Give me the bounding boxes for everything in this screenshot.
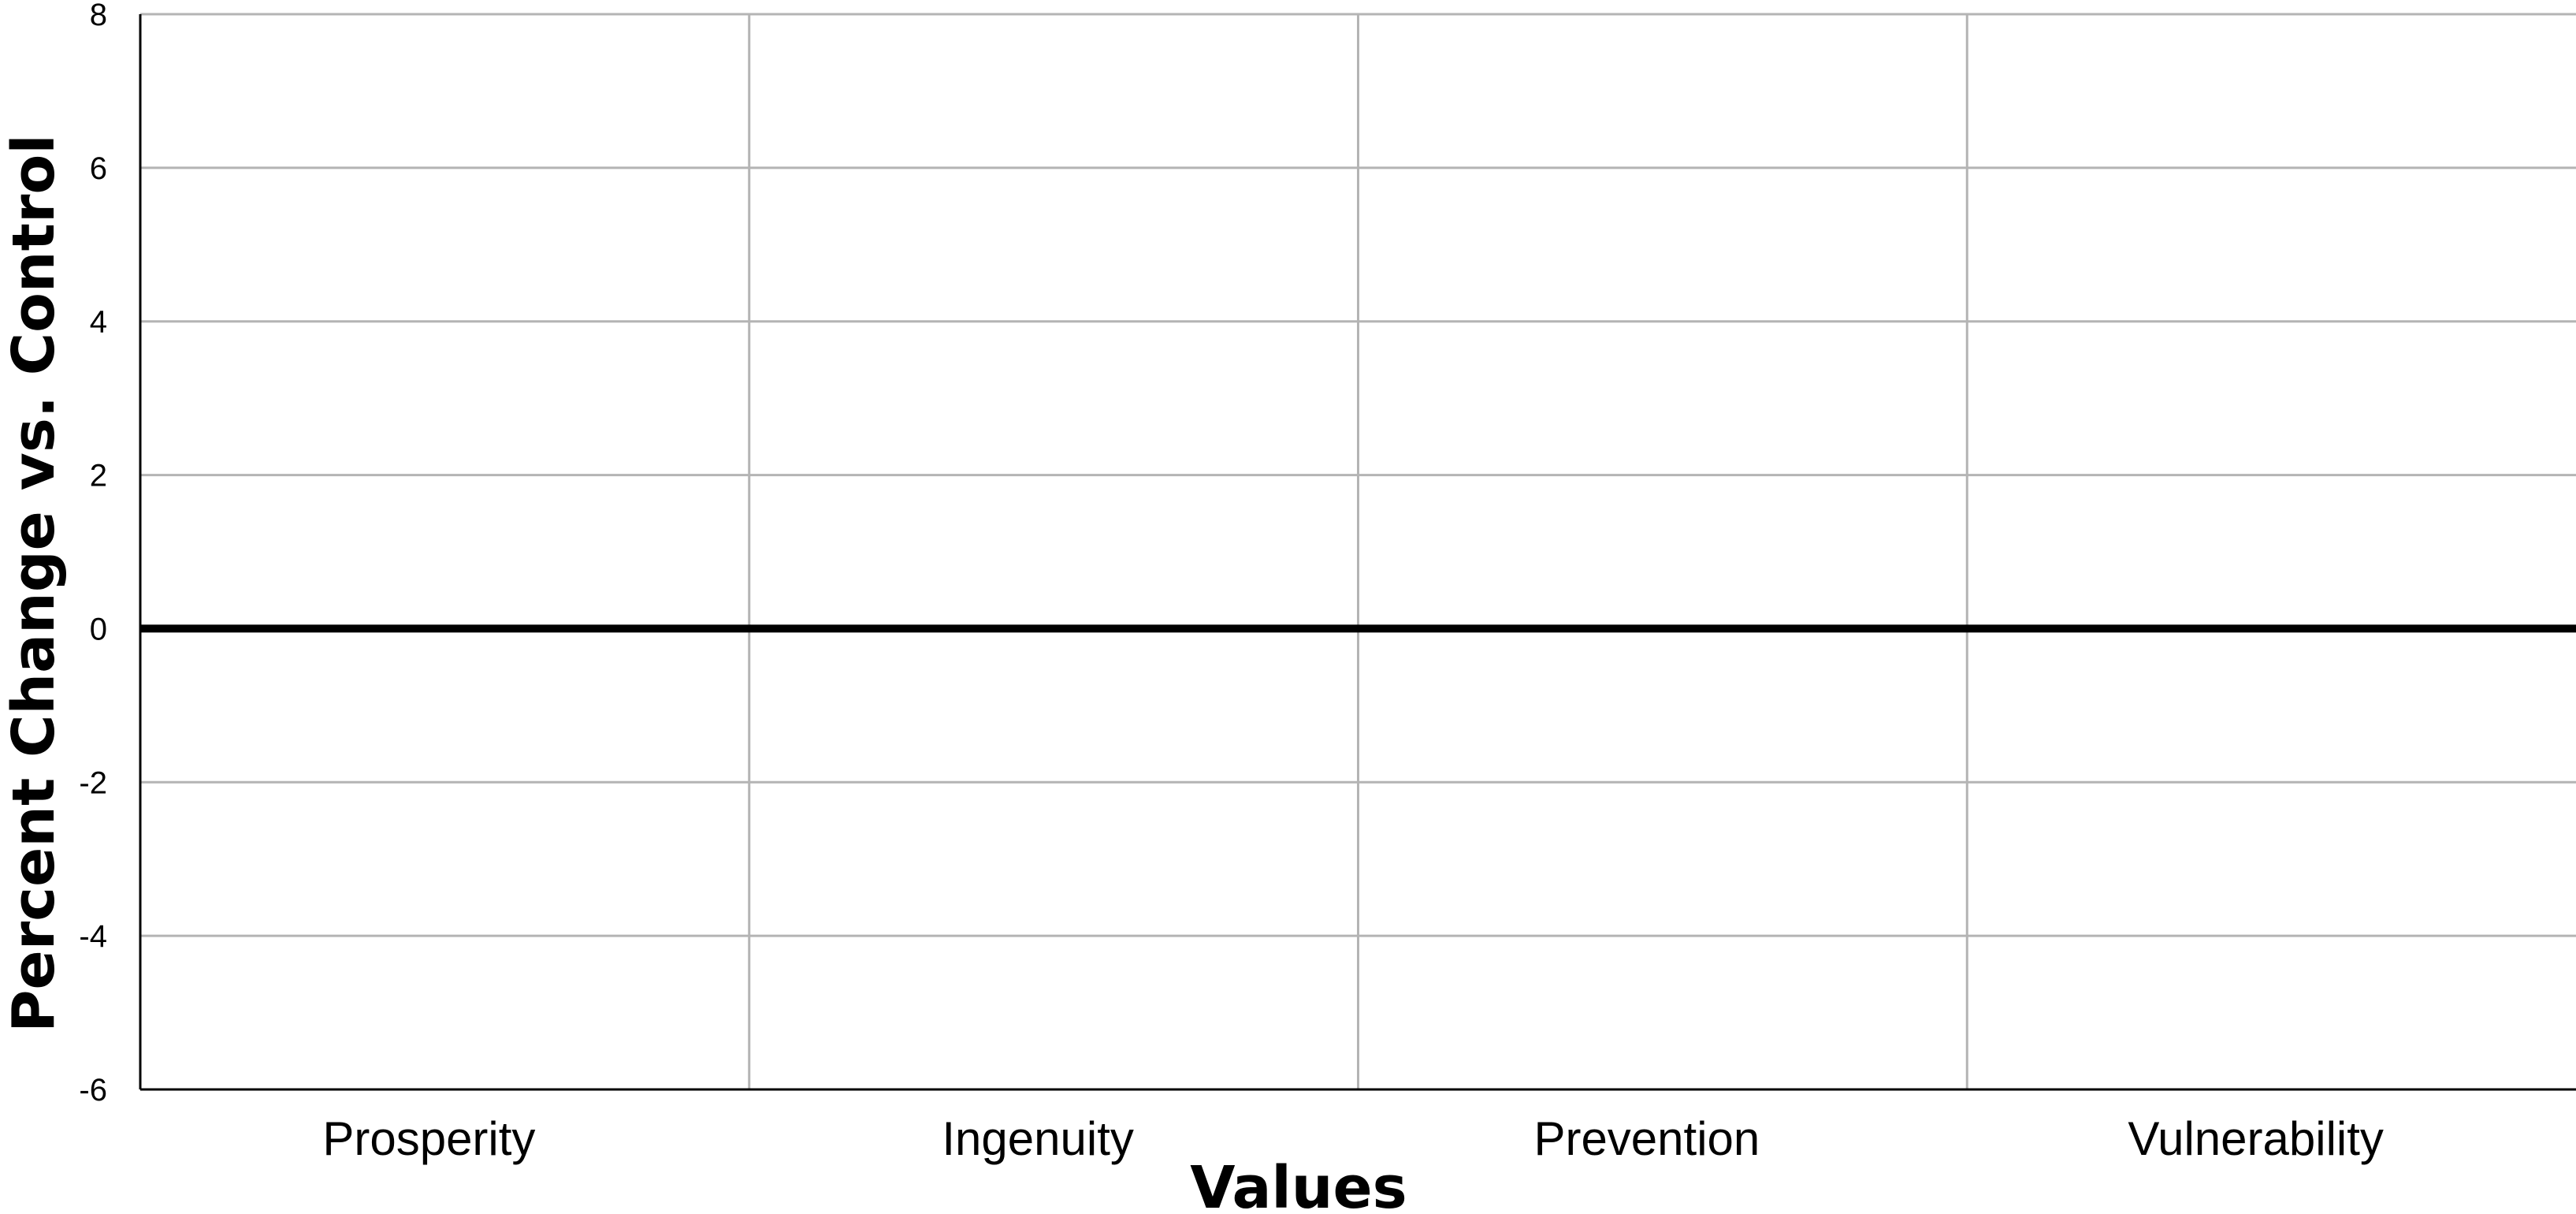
vertical-gridlines: [748, 14, 1968, 1089]
y-tick-label: 2: [90, 459, 107, 493]
y-tick-label: -2: [79, 765, 107, 800]
y-axis-title: Percent Change vs. Control: [0, 134, 68, 1032]
category-label-vulnerability: Vulnerability: [2128, 1112, 2384, 1165]
category-label-ingenuity: Ingenuity: [942, 1112, 1134, 1165]
y-tick-label: -4: [79, 919, 107, 954]
x-axis-title: Values: [1190, 1154, 1407, 1214]
y-tick-labels: 8 6 4 2 0 -2 -4 -6: [79, 0, 107, 1108]
y-tick-label: 0: [90, 612, 107, 646]
y-tick-label: 8: [90, 0, 107, 32]
y-tick-label: -6: [79, 1073, 107, 1108]
y-tick-label: 4: [90, 305, 107, 340]
category-label-prevention: Prevention: [1533, 1112, 1760, 1165]
category-label-prosperity: Prosperity: [322, 1112, 535, 1165]
y-tick-label: 6: [90, 151, 107, 186]
category-labels: Prosperity Ingenuity Prevention Vulnerabili…: [322, 1112, 2384, 1165]
